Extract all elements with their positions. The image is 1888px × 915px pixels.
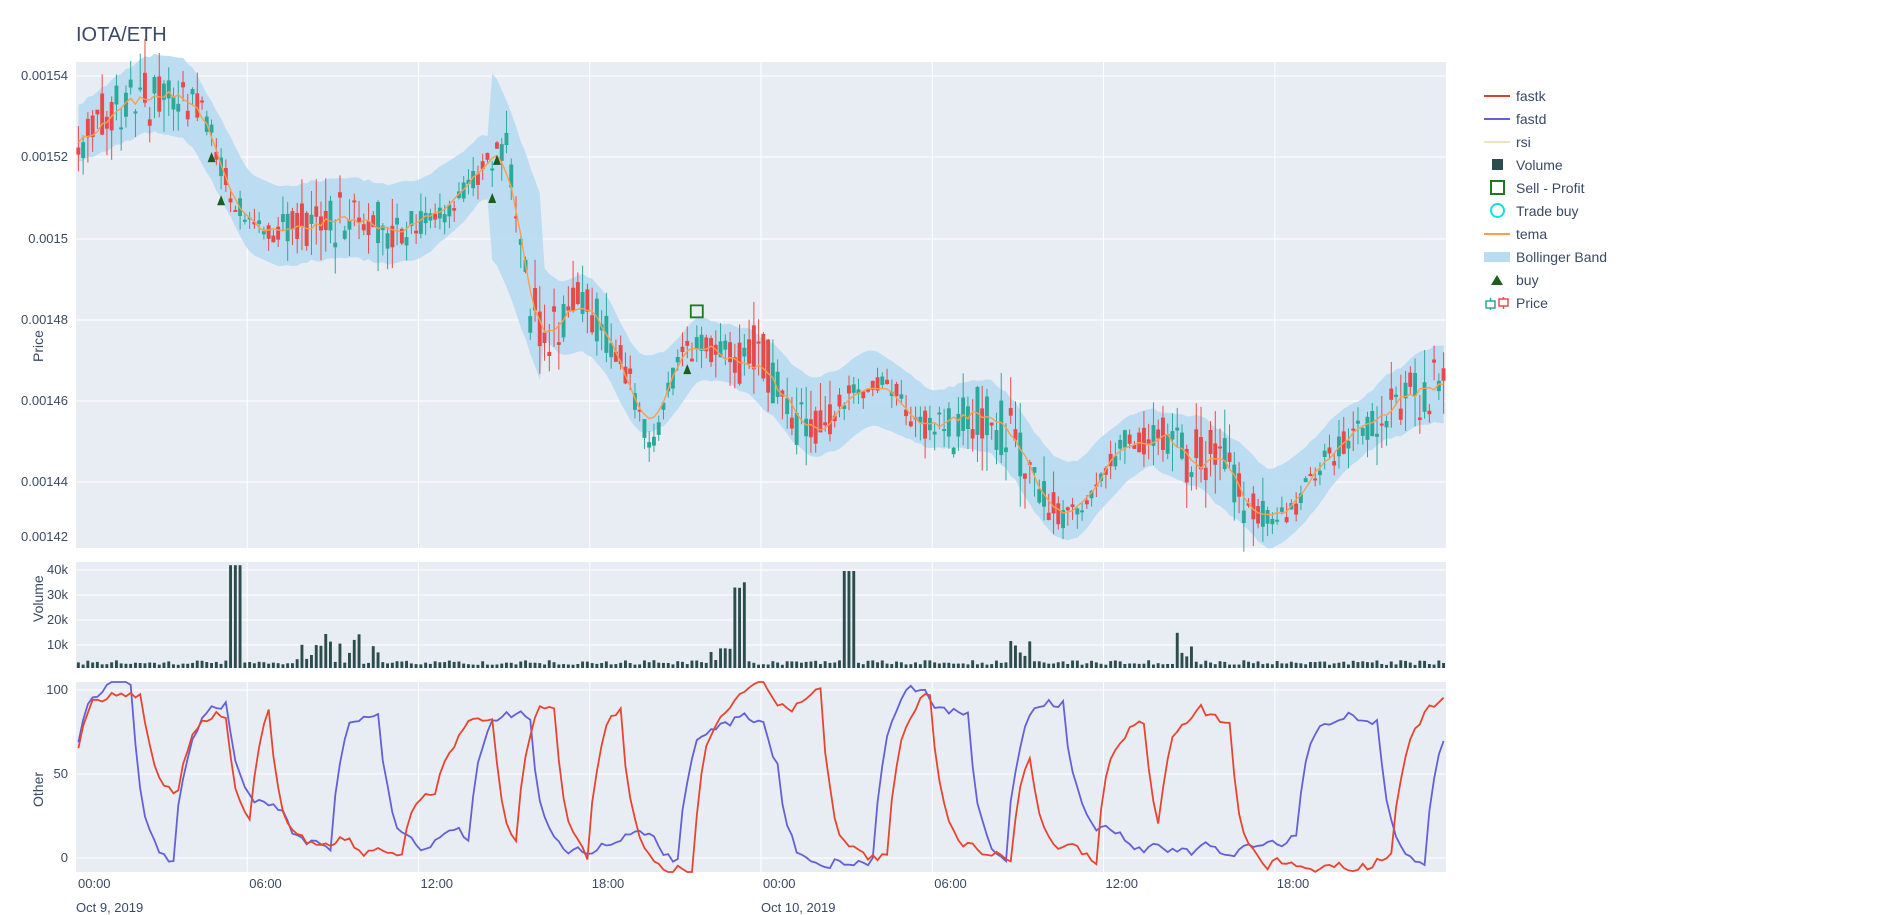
other-axis-title: Other <box>30 772 46 807</box>
xtick-0: 00:00 <box>78 876 111 891</box>
other-ytick-0: 0 <box>6 850 68 865</box>
volume-axis-title: Volume <box>30 575 46 622</box>
legend-item-rsi[interactable]: rsi <box>1484 130 1824 153</box>
other-chart-svg <box>76 682 1446 872</box>
legend-item-fastk[interactable]: fastk <box>1484 84 1824 107</box>
legend-item-trade-buy[interactable]: Trade buy <box>1484 199 1824 222</box>
chart-title: IOTA/ETH <box>76 24 167 47</box>
xtick-3: 18:00 <box>592 876 625 891</box>
legend-label: Trade buy <box>1516 203 1579 219</box>
legend-item-bollinger-band[interactable]: Bollinger Band <box>1484 245 1824 268</box>
legend-label: fastk <box>1516 88 1546 104</box>
price-ytick-0.0015: 0.0015 <box>6 231 68 246</box>
price-ytick-0.00144: 0.00144 <box>6 474 68 489</box>
chart-root: IOTA/ETH 0.00154 0.00152 0.0015 0.00148 0.00… <box>0 0 1888 909</box>
legend-label: fastd <box>1516 111 1546 127</box>
legend-item-tema[interactable]: tema <box>1484 222 1824 245</box>
volume-ytick-10k: 10k <box>6 637 68 652</box>
other-ytick-100: 100 <box>6 682 68 697</box>
legend-label: Sell - Profit <box>1516 180 1584 196</box>
xtick-7: 18:00 <box>1277 876 1310 891</box>
legend-item-price[interactable]: Price <box>1484 291 1824 314</box>
xtick-1: 06:00 <box>249 876 282 891</box>
plot-area: 0.00154 0.00152 0.0015 0.00148 0.00146 0.0014… <box>76 62 1446 872</box>
xtick-2: 12:00 <box>421 876 454 891</box>
legend-item-sell-profit[interactable]: Sell - Profit <box>1484 176 1824 199</box>
legend-label: Bollinger Band <box>1516 249 1607 265</box>
price-ytick-0.00148: 0.00148 <box>6 312 68 327</box>
legend-item-fastd[interactable]: fastd <box>1484 107 1824 130</box>
price-ytick-0.00142: 0.00142 <box>6 529 68 544</box>
xtick-5: 06:00 <box>934 876 967 891</box>
xtick-6: 12:00 <box>1106 876 1139 891</box>
price-chart-svg <box>76 62 1446 548</box>
price-axis-title: Price <box>30 330 46 362</box>
legend-item-volume[interactable]: Volume <box>1484 153 1824 176</box>
price-ytick-0.00152: 0.00152 <box>6 149 68 164</box>
legend-item-buy[interactable]: buy <box>1484 268 1824 291</box>
legend-label: tema <box>1516 226 1547 242</box>
xtick-4: 00:00 <box>763 876 796 891</box>
legend-label: buy <box>1516 272 1539 288</box>
volume-chart-svg <box>76 562 1446 668</box>
xdate-1: Oct 10, 2019 <box>761 900 835 915</box>
chart-legend: fastk fastd rsi Volume Sell - Profit Trade bu… <box>1484 84 1824 314</box>
price-ytick-0.00146: 0.00146 <box>6 393 68 408</box>
xdate-0: Oct 9, 2019 <box>76 900 143 915</box>
legend-label: Volume <box>1516 157 1563 173</box>
legend-label: rsi <box>1516 134 1531 150</box>
legend-label: Price <box>1516 295 1548 311</box>
price-ytick-0.00154: 0.00154 <box>6 68 68 83</box>
